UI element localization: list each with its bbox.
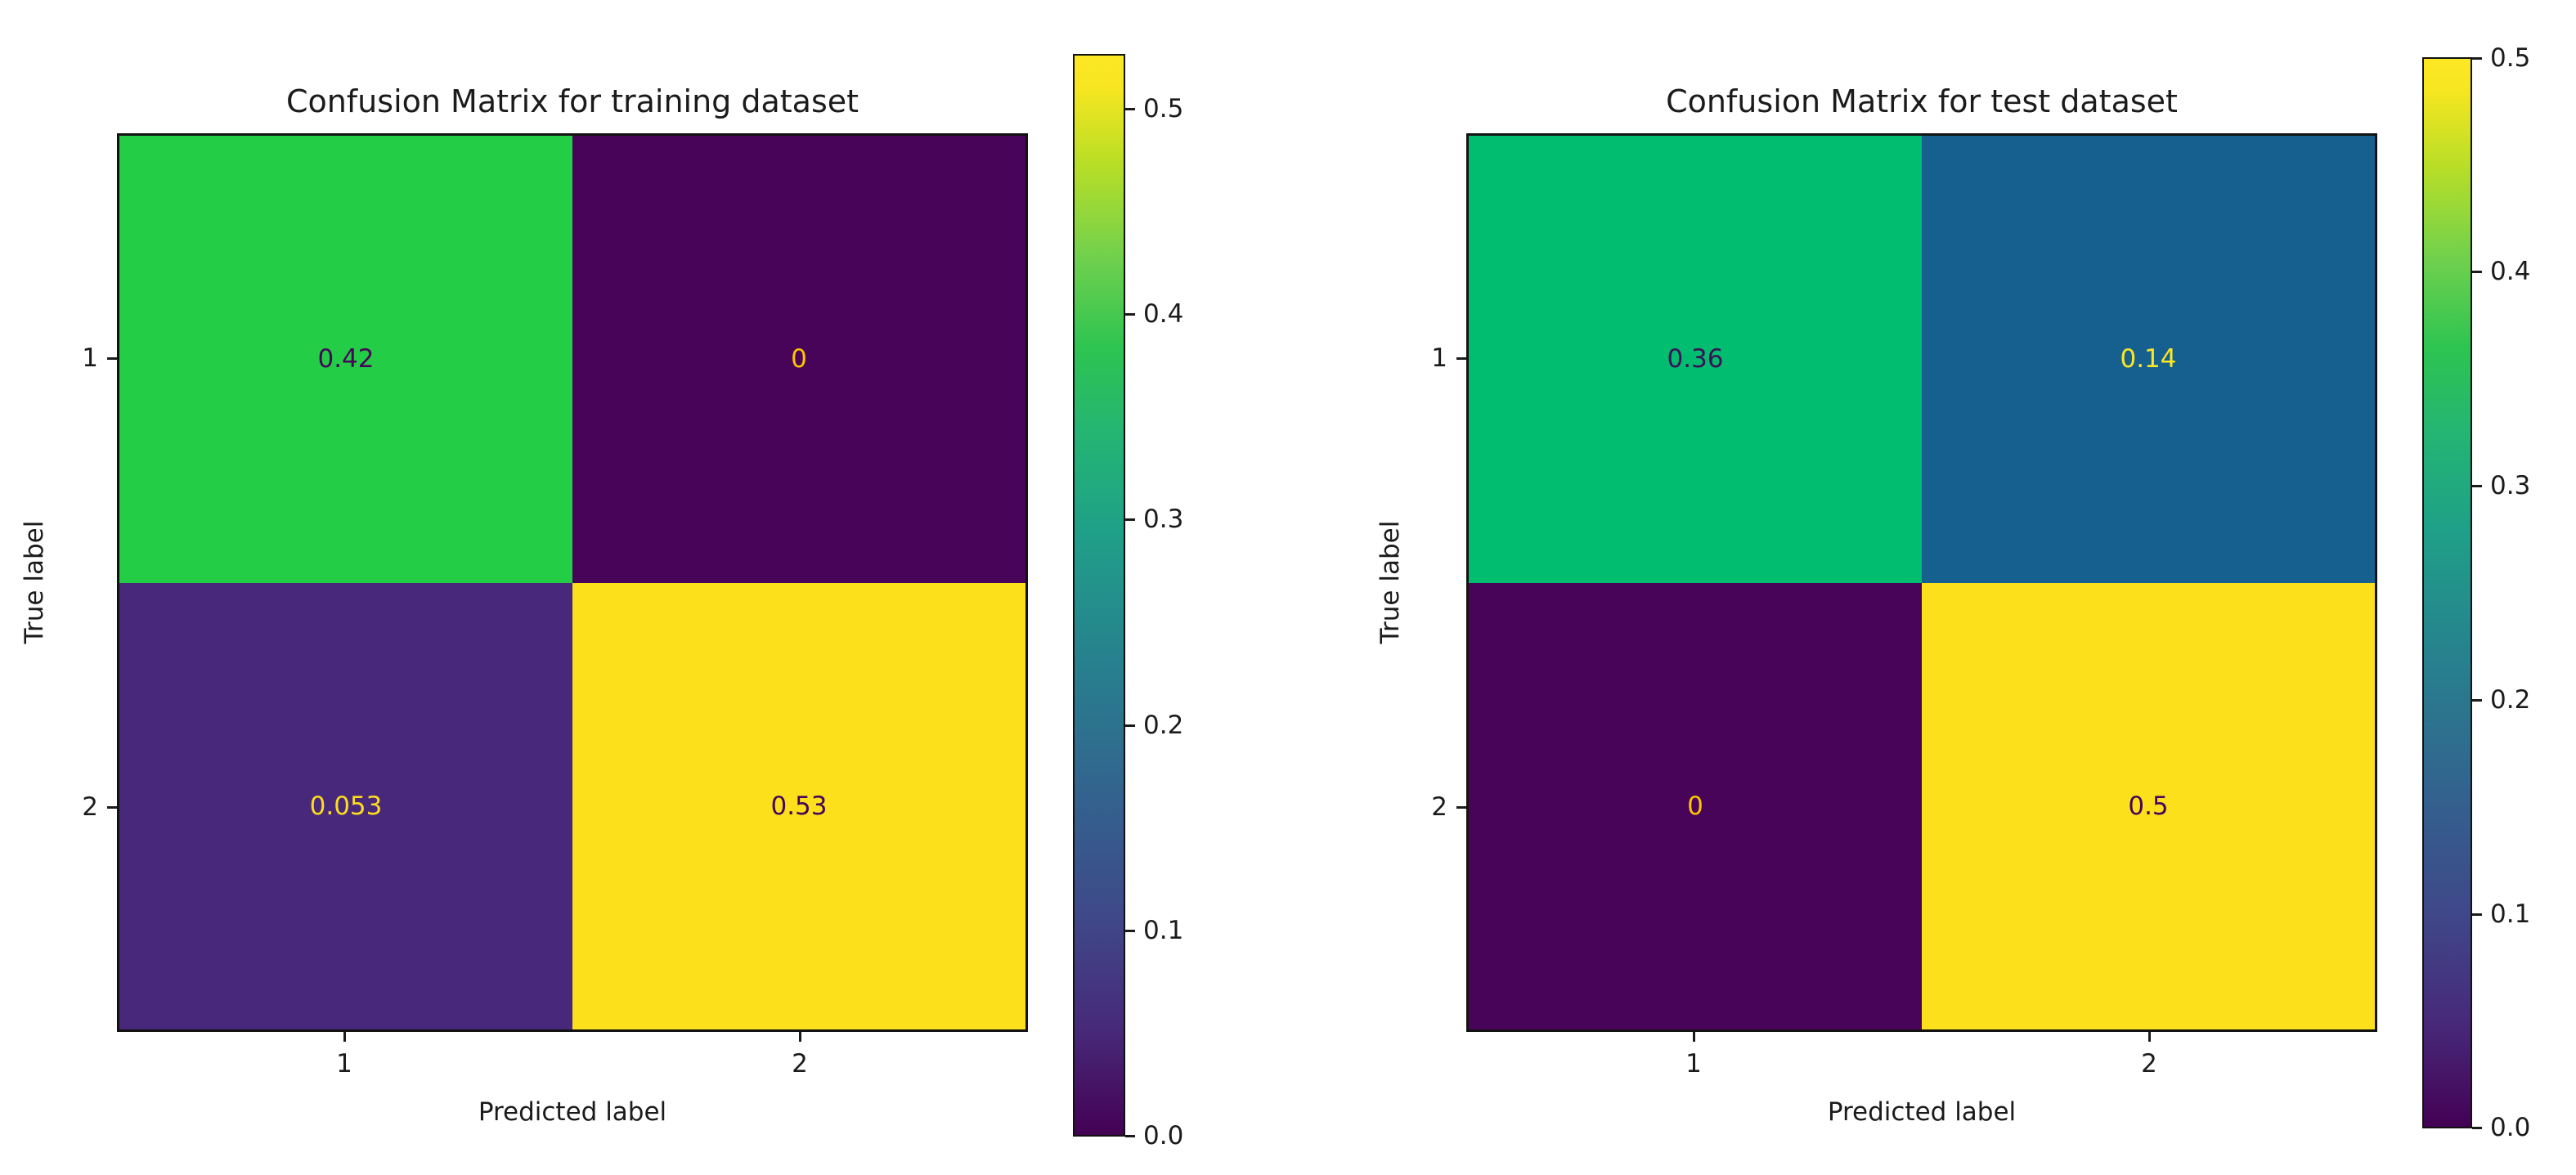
colorbar-tick-label: 0.3 [2490,471,2531,500]
cell-value: 0.53 [770,791,828,821]
x-tick-mark [2148,1032,2151,1042]
panel-title-training: Confusion Matrix for training dataset [285,83,859,119]
colorbar-training [1073,54,1125,1137]
y-axis-label-test: True label [1376,520,1405,644]
cell-value: 0 [791,344,807,374]
cell-training-r1c2: 0 [572,136,1025,583]
x-axis-label-test: Predicted label [1827,1097,2017,1127]
y-axis-label-training: True label [20,520,49,644]
x-tick-label: 2 [2141,1049,2157,1079]
colorbar-tick-mark [1125,108,1135,110]
cell-test-r2c1: 0 [1469,582,1922,1029]
colorbar-tick-label: 0.4 [1143,299,1184,329]
colorbar-tick-mark [1125,930,1135,932]
cell-training-r1c1: 0.42 [119,136,572,583]
y-tick-label: 2 [82,792,98,822]
x-tick-mark [343,1032,346,1042]
x-tick-mark [1693,1032,1695,1042]
colorbar-tick-label: 0.0 [1143,1121,1184,1150]
y-tick-label: 1 [82,343,98,373]
x-tick-label: 1 [1685,1049,1702,1079]
colorbar-tick-mark [1125,1135,1135,1137]
y-tick-label: 2 [1431,792,1447,822]
colorbar-tick-mark [2472,1127,2482,1129]
cell-value: 0.14 [2120,344,2177,374]
colorbar-tick-label: 0.2 [2490,685,2531,715]
cell-training-r2c1: 0.053 [119,582,572,1029]
cell-training-r2c2: 0.53 [572,582,1025,1029]
cell-value: 0.053 [309,791,383,821]
colorbar-tick-mark [2472,485,2482,487]
y-tick-mark [1456,806,1466,809]
cell-value: 0.5 [2128,791,2169,821]
colorbar-tick-label: 0.3 [1143,505,1184,534]
cell-test-r1c2: 0.14 [1922,136,2375,583]
x-tick-mark [799,1032,801,1042]
x-axis-label-training: Predicted label [478,1097,667,1127]
cell-test-r1c1: 0.36 [1469,136,1922,583]
x-tick-label: 1 [336,1049,352,1079]
colorbar-tick-label: 0.5 [2490,43,2531,73]
x-tick-label: 2 [792,1049,808,1079]
colorbar-tick-mark [2472,271,2482,273]
colorbar-tick-label: 0.0 [2490,1113,2531,1142]
y-tick-label: 1 [1431,343,1447,373]
test-heatmap: 0.36 0.14 0 0.5 [1466,133,2377,1032]
colorbar-tick-mark [1125,724,1135,727]
colorbar-tick-label: 0.1 [1143,916,1184,945]
colorbar-tick-label: 0.4 [2490,257,2531,286]
training-heatmap: 0.42 0 0.053 0.53 [117,133,1028,1032]
colorbar-tick-mark [1125,313,1135,316]
colorbar-test [2422,57,2472,1128]
colorbar-tick-label: 0.1 [2490,899,2531,929]
colorbar-tick-mark [2472,913,2482,916]
cell-value: 0.36 [1667,344,1724,374]
y-tick-mark [107,806,117,809]
panel-title-test: Confusion Matrix for test dataset [1666,83,2178,119]
colorbar-tick-mark [2472,699,2482,702]
cell-test-r2c2: 0.5 [1922,582,2375,1029]
colorbar-tick-mark [1125,518,1135,521]
colorbar-tick-label: 0.5 [1143,94,1184,123]
cell-value: 0 [1687,791,1703,821]
colorbar-tick-mark [2472,57,2482,60]
colorbar-tick-label: 0.2 [1143,711,1184,740]
y-tick-mark [107,357,117,360]
cell-value: 0.42 [317,344,375,374]
y-tick-mark [1456,357,1466,360]
